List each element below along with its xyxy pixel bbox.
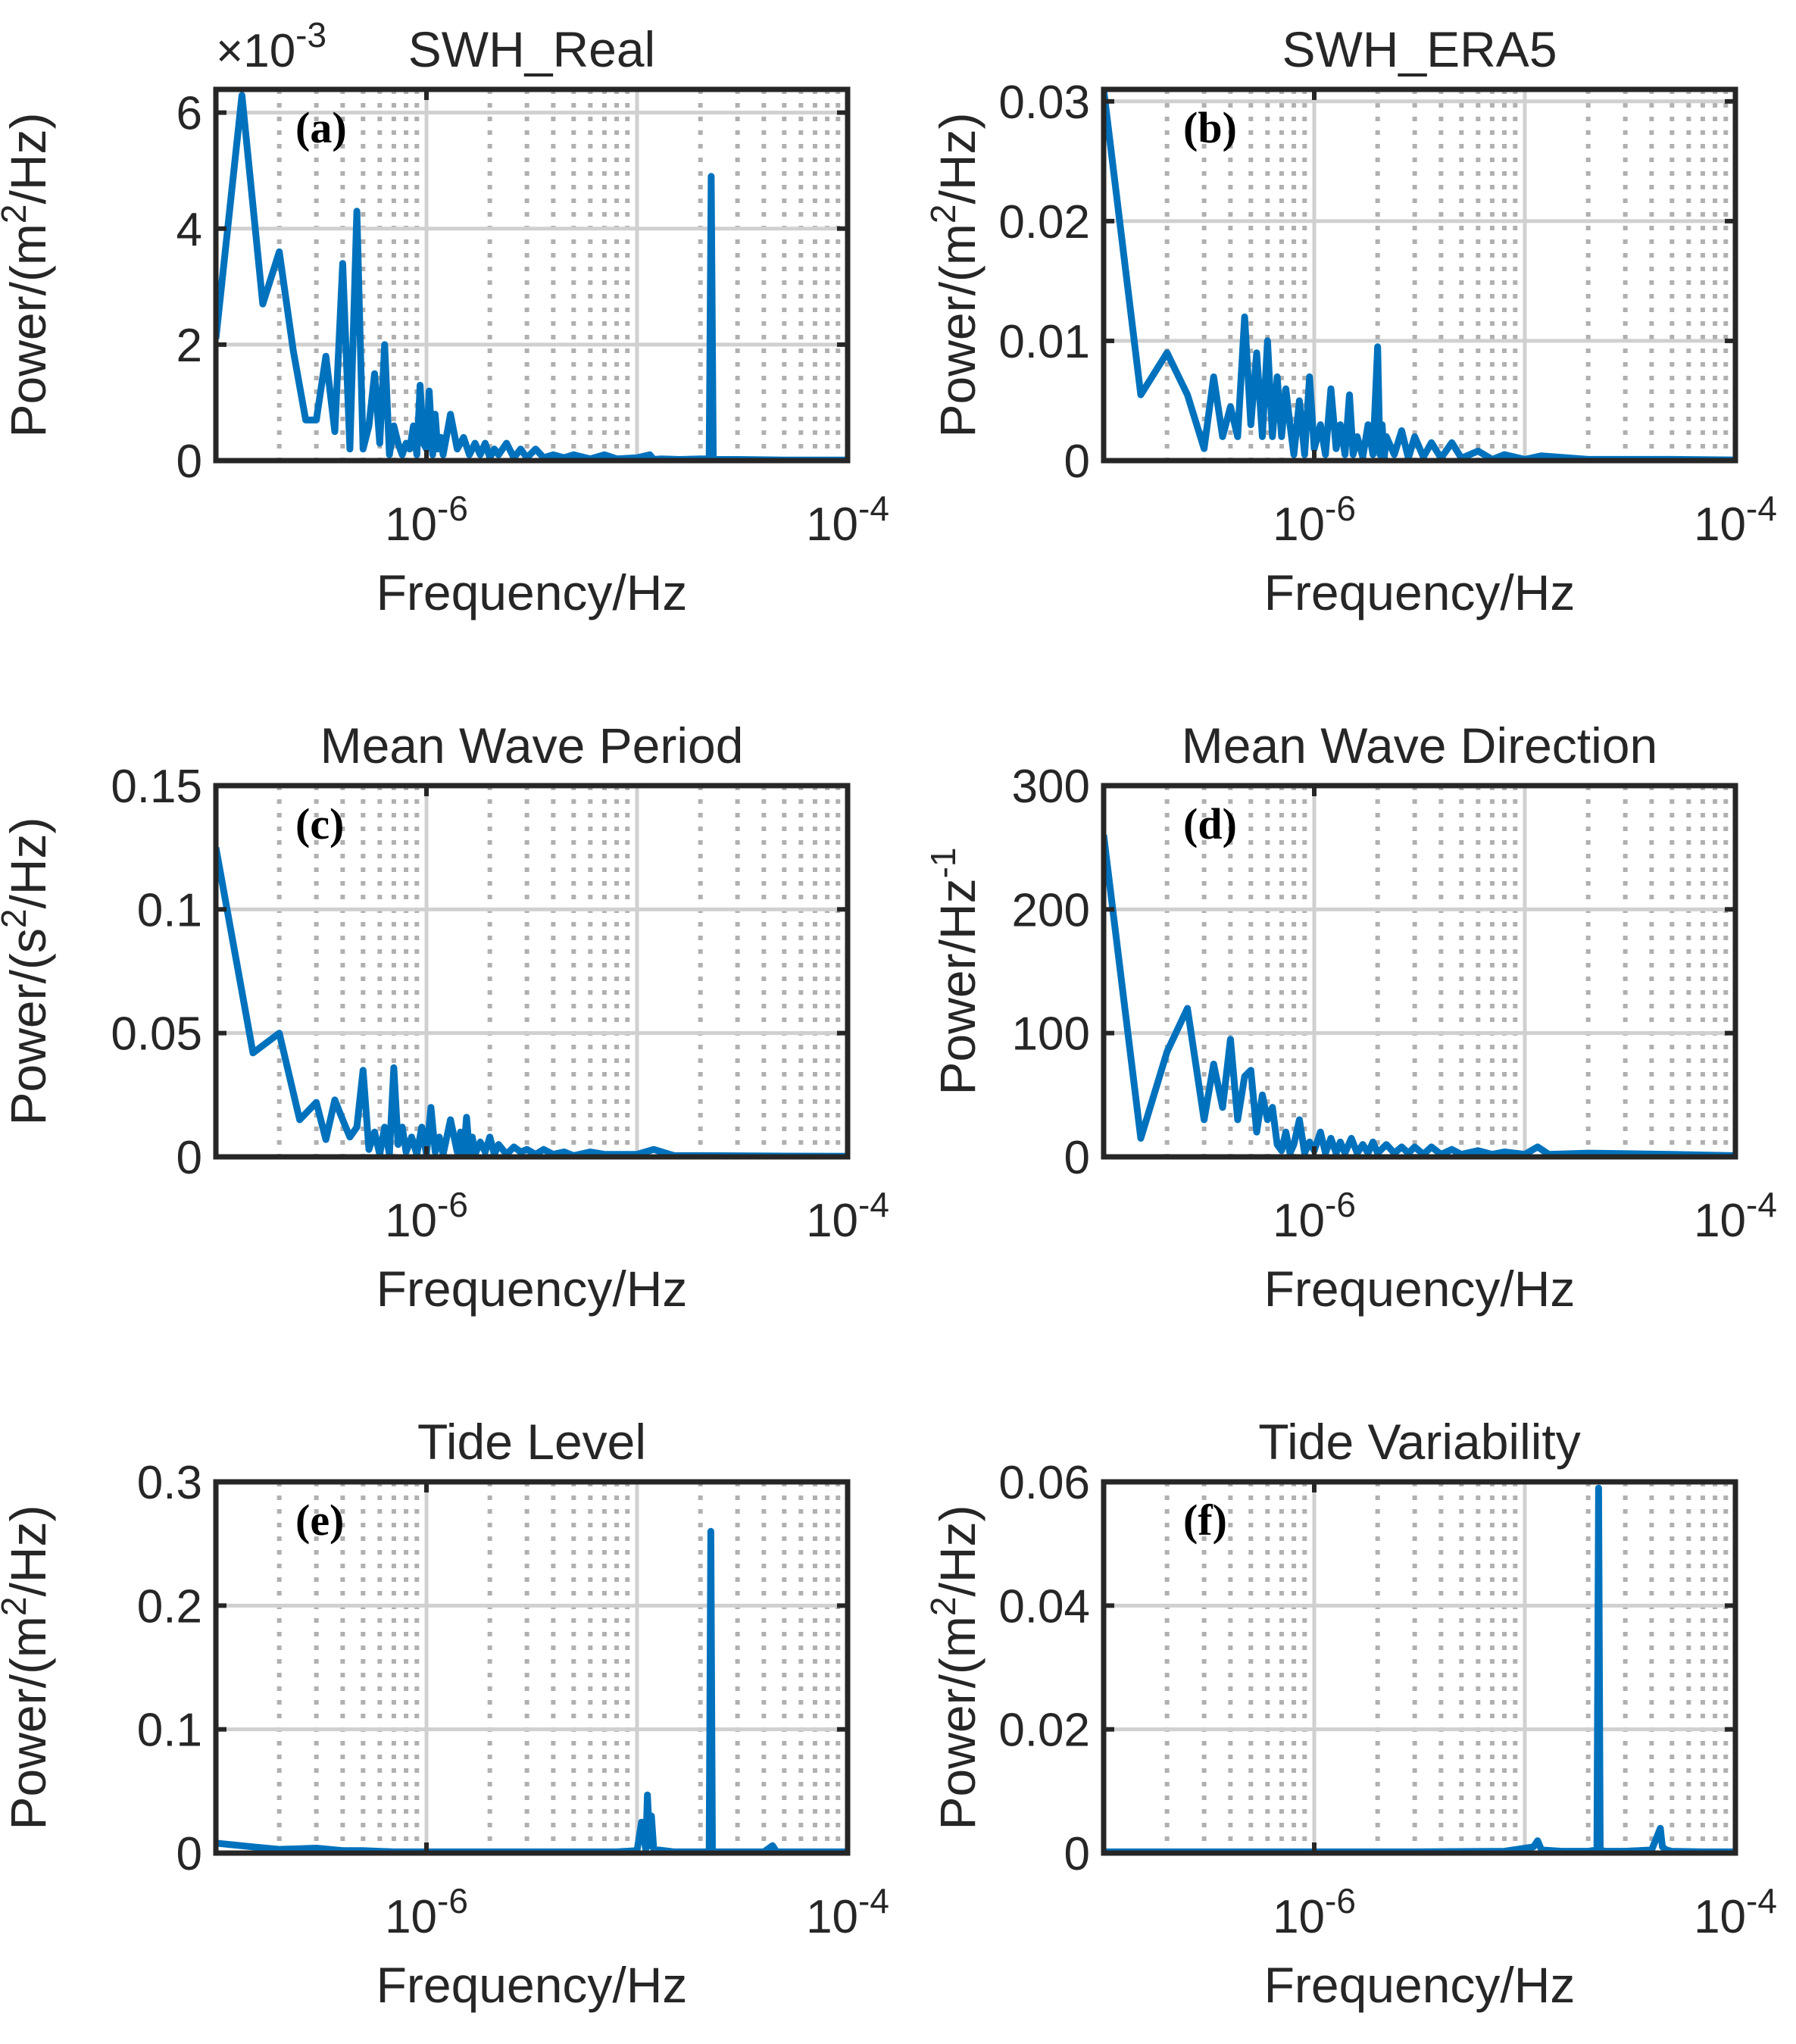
y-tick-label: 0 bbox=[1064, 1132, 1090, 1184]
y-tick-label: 0 bbox=[176, 1132, 202, 1184]
panel-e: 0 0.1 0.2 0.3 10-6 10-4 Frequency/Hz Power/(m2/… bbox=[0, 1414, 889, 2013]
y-axis-label: Power/(s2/Hz) bbox=[0, 817, 56, 1126]
y-axis-label: Power/(m2/Hz) bbox=[0, 113, 56, 438]
panel-tag: (b) bbox=[1183, 103, 1237, 152]
y-tick-label: 0.04 bbox=[998, 1580, 1090, 1633]
x-tick-label: 10-4 bbox=[1694, 1185, 1777, 1247]
x-tick-label: 10-4 bbox=[1694, 1881, 1777, 1943]
panel-f: 0 0.02 0.04 0.06 10-6 10-4 Frequency/Hz Power/(… bbox=[923, 1414, 1777, 2013]
panel-title: Mean Wave Direction bbox=[1182, 717, 1657, 774]
y-tick-label: 100 bbox=[1012, 1008, 1090, 1061]
x-tick-label: 10-6 bbox=[1273, 489, 1356, 551]
axes-box bbox=[213, 783, 851, 1160]
axes-box bbox=[1101, 1479, 1738, 1856]
y-tick-label: 0.02 bbox=[998, 196, 1090, 248]
y-tick-label: 4 bbox=[176, 204, 202, 256]
panel-b: 0 0.01 0.02 0.03 10-6 10-4 Frequency/Hz Power/(… bbox=[923, 21, 1777, 620]
x-tick-label: 10-6 bbox=[385, 1881, 468, 1943]
x-tick-label: 10-6 bbox=[1273, 1881, 1356, 1943]
axes-box bbox=[213, 86, 851, 464]
y-axis-label: Power/(m2/Hz) bbox=[0, 1505, 56, 1830]
panel-tag: (c) bbox=[295, 799, 344, 849]
panel-tag: (e) bbox=[295, 1495, 344, 1545]
y-tick-label: 0.02 bbox=[998, 1705, 1090, 1757]
panel-tag: (a) bbox=[295, 103, 347, 152]
y-tick-label: 0 bbox=[176, 1828, 202, 1880]
y-tick-label: 0 bbox=[176, 436, 202, 488]
y-tick-label: 0.01 bbox=[998, 316, 1090, 368]
y-tick-label: 0 bbox=[1064, 436, 1090, 488]
y-tick-label: 0.1 bbox=[137, 884, 202, 936]
x-tick-label: 10-4 bbox=[1694, 489, 1777, 551]
y-tick-label: 300 bbox=[1012, 761, 1090, 813]
y-scale-note: ×10-3 bbox=[216, 15, 326, 77]
series-line-e bbox=[216, 1527, 848, 1853]
y-tick-label: 0.1 bbox=[137, 1705, 202, 1757]
y-axis-label: Power/(m2/Hz) bbox=[923, 1505, 985, 1830]
panel-title: SWH_Real bbox=[408, 21, 655, 77]
panel-title: Mean Wave Period bbox=[320, 717, 744, 774]
panel-tag: (d) bbox=[1183, 799, 1237, 849]
axes-box bbox=[1101, 783, 1738, 1160]
panel-title: Tide Variability bbox=[1258, 1414, 1581, 1470]
panel-c: 0 0.05 0.1 0.15 10-6 10-4 Frequency/Hz Power/(s… bbox=[0, 717, 889, 1317]
x-tick-label: 10-6 bbox=[1273, 1185, 1356, 1247]
x-axis-label: Frequency/Hz bbox=[1264, 1957, 1576, 2013]
series-line-b bbox=[1104, 89, 1735, 461]
panel-tag: (f) bbox=[1183, 1495, 1227, 1545]
series-line-d bbox=[1104, 834, 1735, 1157]
x-tick-label: 10-4 bbox=[806, 1881, 889, 1943]
x-tick-label: 10-4 bbox=[806, 489, 889, 551]
x-axis-label: Frequency/Hz bbox=[376, 1261, 688, 1317]
y-tick-label: 6 bbox=[176, 88, 202, 140]
y-tick-label: 0.06 bbox=[998, 1457, 1090, 1509]
axes-box bbox=[213, 1479, 851, 1856]
panel-a: 0 2 4 6 10-6 10-4 Frequency/Hz Power/(m2/Hz) SWH… bbox=[0, 15, 889, 620]
x-axis-label: Frequency/Hz bbox=[1264, 564, 1576, 620]
x-axis-label: Frequency/Hz bbox=[1264, 1261, 1576, 1317]
panel-title: SWH_ERA5 bbox=[1282, 21, 1557, 77]
x-tick-label: 10-4 bbox=[806, 1185, 889, 1247]
series-line-c bbox=[216, 846, 848, 1157]
panel-d: 0 100 200 300 10-6 10-4 Frequency/Hz Power/Hz-1… bbox=[923, 717, 1777, 1317]
axes-box bbox=[1101, 86, 1738, 464]
panel-title: Tide Level bbox=[417, 1414, 646, 1470]
x-tick-label: 10-6 bbox=[385, 1185, 468, 1247]
y-tick-label: 0.2 bbox=[137, 1580, 202, 1633]
y-tick-label: 200 bbox=[1012, 884, 1090, 936]
series-line-a bbox=[216, 92, 848, 461]
y-axis-label: Power/Hz-1 bbox=[923, 848, 985, 1095]
y-tick-label: 0.3 bbox=[137, 1457, 202, 1509]
y-axis-label: Power/(m2/Hz) bbox=[923, 113, 985, 438]
y-tick-label: 0.05 bbox=[111, 1008, 202, 1061]
y-tick-label: 2 bbox=[176, 320, 202, 372]
y-tick-label: 0.15 bbox=[111, 761, 202, 813]
x-axis-label: Frequency/Hz bbox=[376, 564, 688, 620]
y-tick-label: 0 bbox=[1064, 1828, 1090, 1880]
y-tick-label: 0.03 bbox=[998, 77, 1090, 129]
x-tick-label: 10-6 bbox=[385, 489, 468, 551]
x-axis-label: Frequency/Hz bbox=[376, 1957, 688, 2013]
